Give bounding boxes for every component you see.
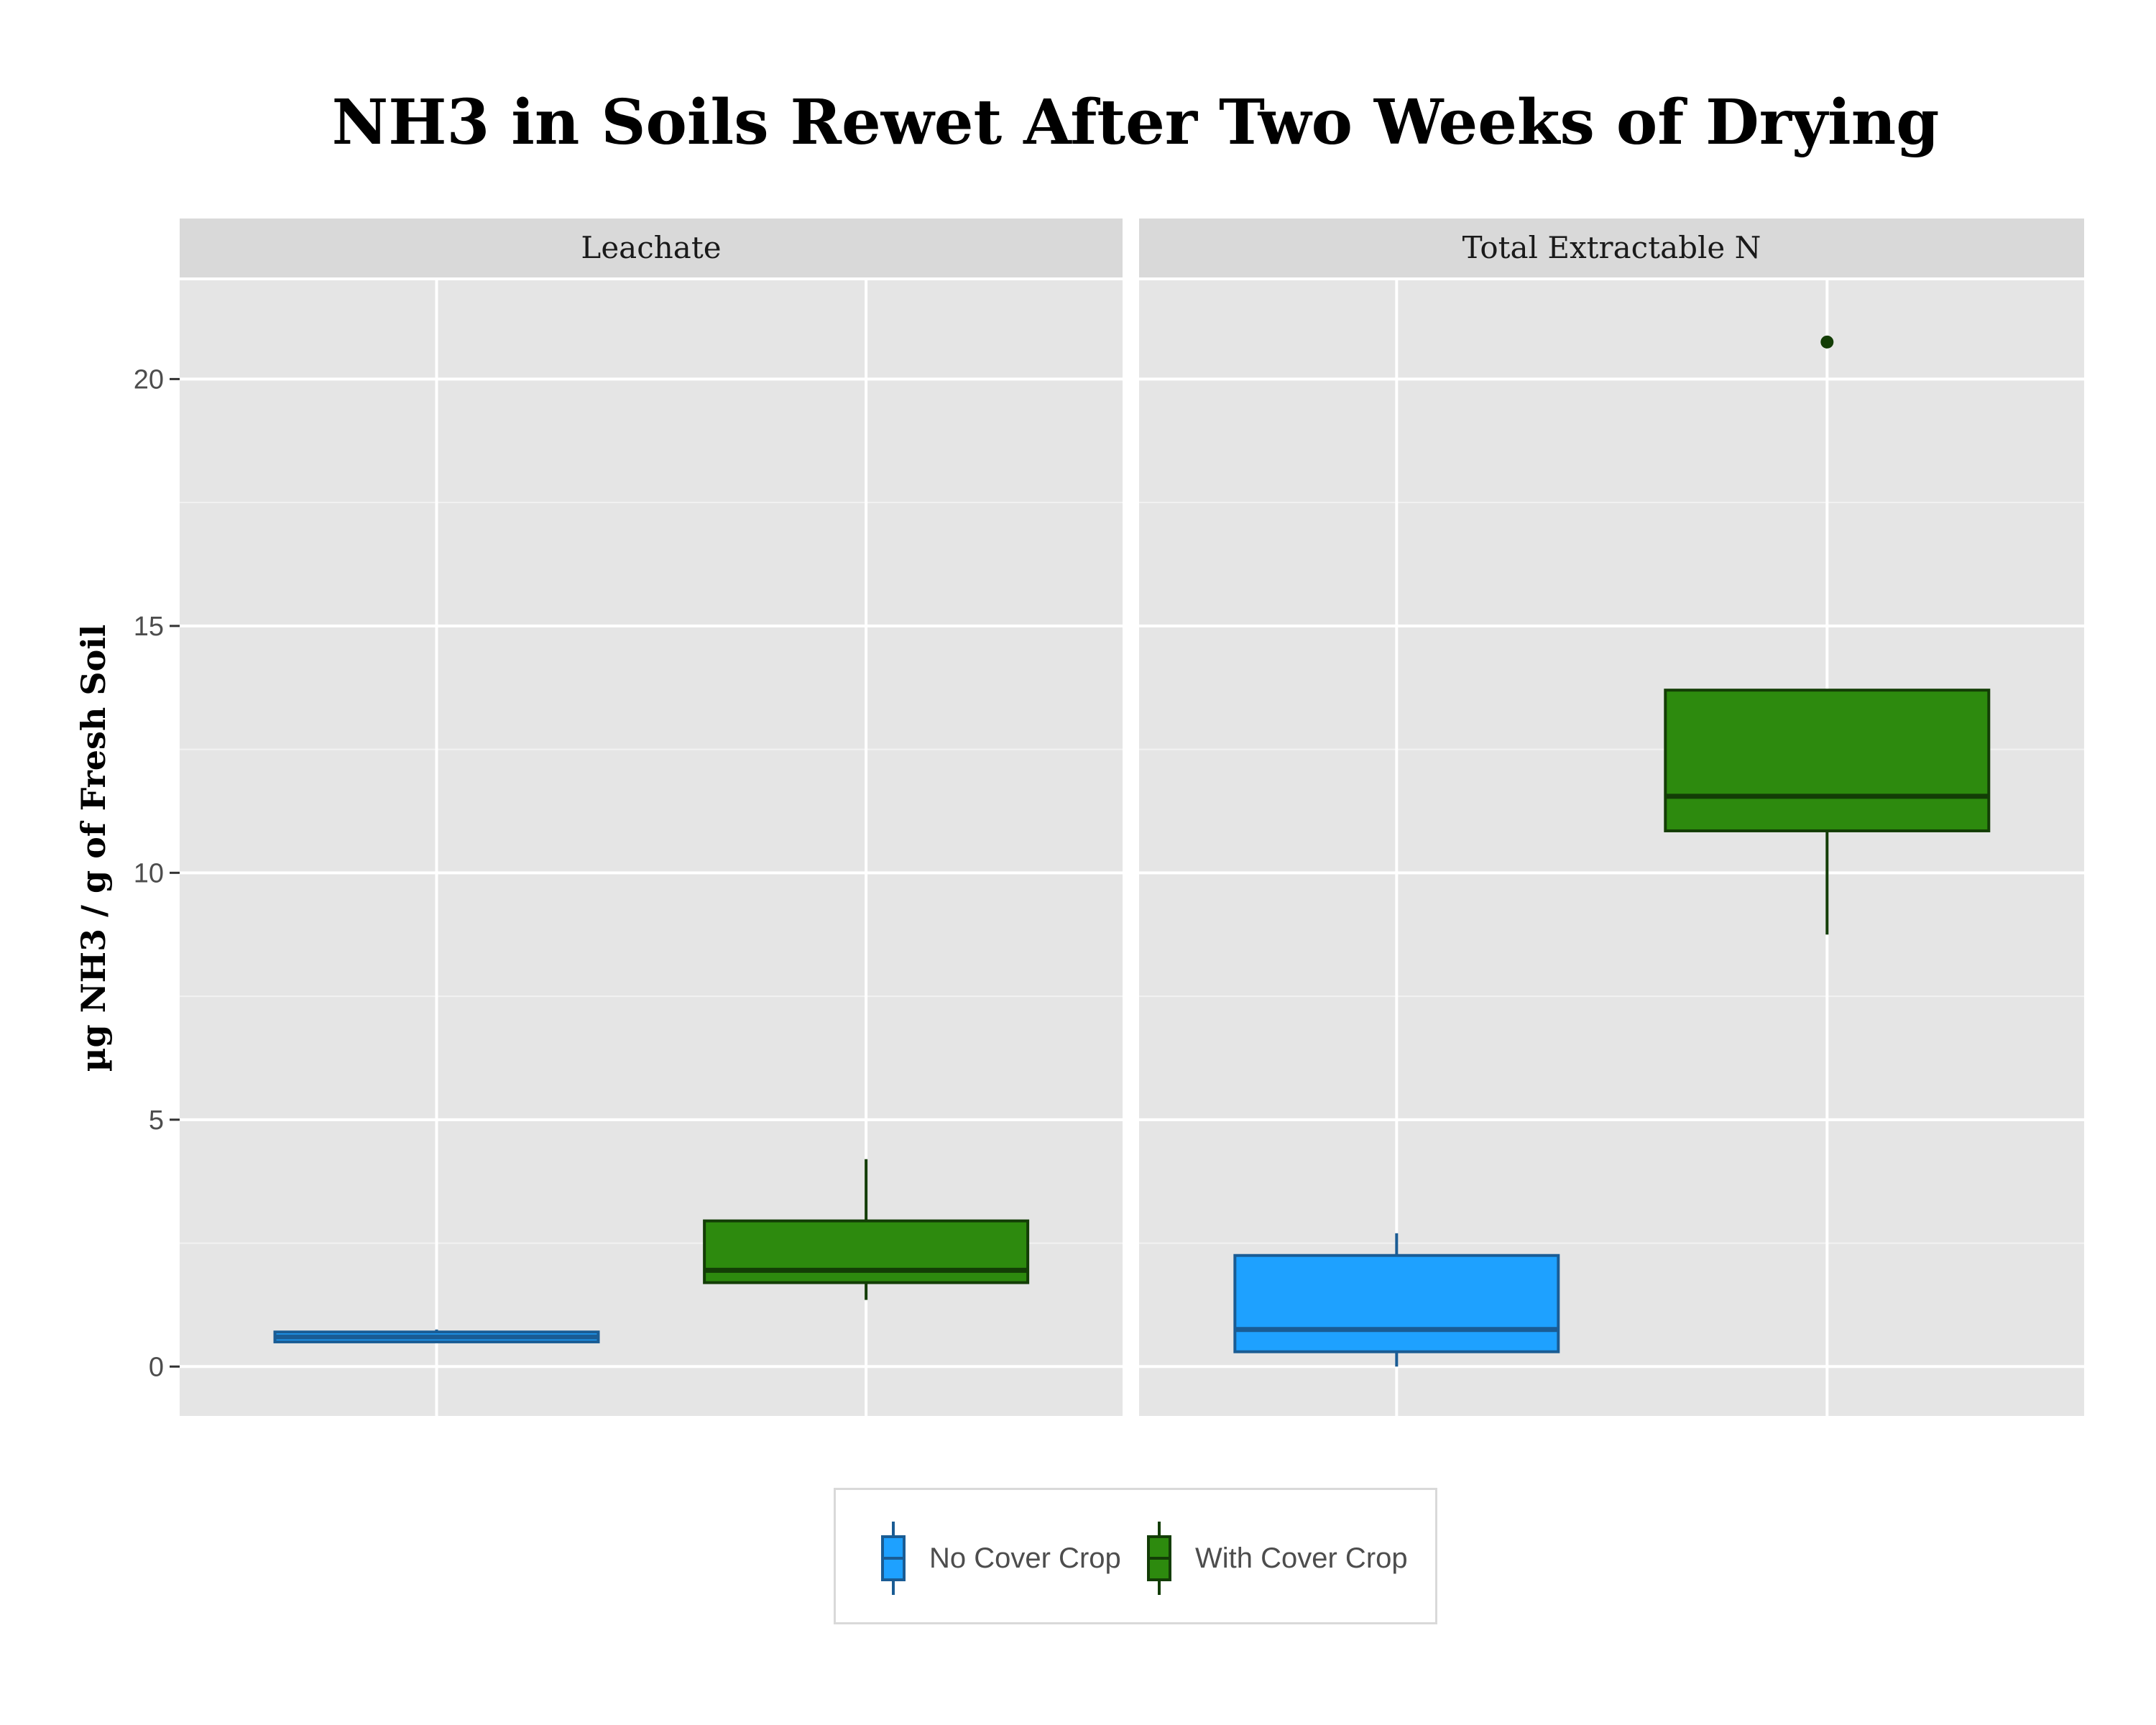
legend-key-no-cover-crop [881, 1522, 906, 1595]
chart-title: NH3 in Soils Rewet After Two Weeks of Dr… [331, 86, 1940, 159]
panel-background [1139, 280, 2084, 1416]
facet-strip-label: Leachate [581, 230, 721, 265]
y-tick-label: 0 [149, 1352, 164, 1382]
box-iqr [1664, 689, 1991, 832]
legend-label-no-cover-crop: No Cover Crop [929, 1542, 1121, 1574]
y-tick-label: 10 [134, 858, 164, 888]
facet-strip [180, 218, 1123, 277]
y-tick-label: 20 [134, 364, 164, 395]
legend-key-with-cover-crop [1147, 1522, 1171, 1595]
box-outlier [1820, 335, 1834, 349]
legend: No Cover Crop With Cover Crop [834, 1488, 1437, 1624]
y-tick-label: 5 [149, 1105, 164, 1136]
facet-strip [1139, 218, 2084, 277]
box-iqr [703, 1219, 1030, 1284]
y-tick-label: 15 [134, 612, 164, 642]
legend-label-with-cover-crop: With Cover Crop [1195, 1542, 1408, 1574]
facet-strip-label: Total Extractable N [1462, 230, 1761, 265]
box-iqr [1233, 1254, 1560, 1353]
